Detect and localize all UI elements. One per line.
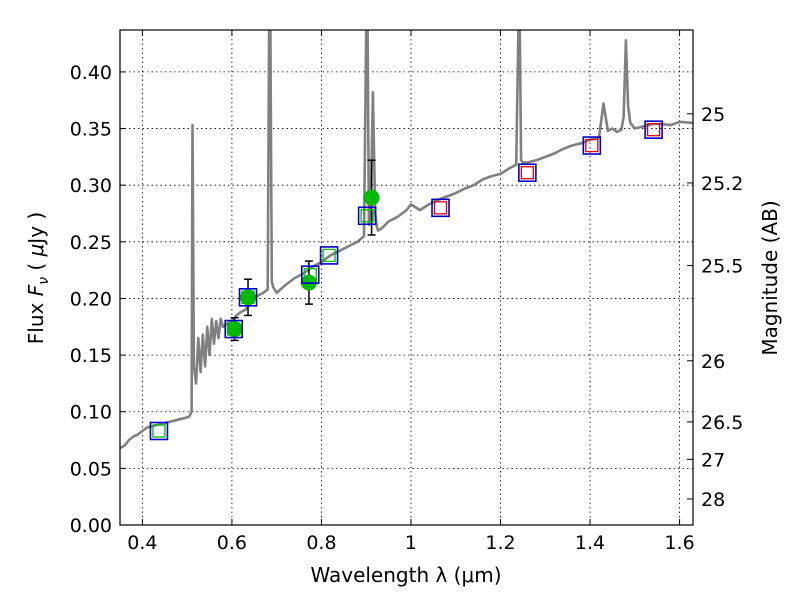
y2-tick-label: 25.5 xyxy=(701,256,743,278)
x-tick-label: 0.4 xyxy=(127,532,157,554)
green-model-square xyxy=(360,209,374,223)
y-tick-label: 0.05 xyxy=(70,458,112,480)
y-tick-label: 0.30 xyxy=(70,175,112,197)
red-model-square xyxy=(520,166,535,180)
red-model-square xyxy=(433,201,448,215)
y2-tick-label: 25.2 xyxy=(701,173,743,195)
plot-frame xyxy=(119,29,694,526)
y-tick-label: 0.00 xyxy=(70,515,112,537)
x-axis-label: Wavelength λ (μm) xyxy=(310,563,501,587)
y-tick-label: 0.35 xyxy=(70,119,112,141)
model-flux-square xyxy=(224,319,244,339)
green-model-square xyxy=(303,268,317,282)
model-flux-square xyxy=(319,246,339,265)
green-model-square xyxy=(227,322,241,336)
y-tick-label: 0.15 xyxy=(70,345,112,367)
red-model-square xyxy=(646,123,661,137)
model-flux-square xyxy=(518,163,537,183)
red-model-square xyxy=(585,138,599,153)
x-tick-label: 1.6 xyxy=(664,532,694,554)
axes: 0.4 0.6 0.8 1 1.2 1.4 1.6 0.00 0.05 0.10 0.15 0.20 0… xyxy=(70,30,743,554)
y-tick-label: 0.20 xyxy=(70,288,112,310)
green-model-square xyxy=(322,248,336,263)
y-axis-label: Flux Fν ( μJy ) xyxy=(24,212,52,344)
measured-flux-point xyxy=(363,189,380,206)
x-tick-label: 1.4 xyxy=(575,532,605,554)
measured-flux-point xyxy=(226,321,243,338)
model-flux-square xyxy=(300,265,320,284)
y2-tick-label: 28 xyxy=(701,489,725,511)
model-flux-square xyxy=(644,120,663,139)
measured-flux-point xyxy=(240,289,257,306)
x-tick-label: 0.8 xyxy=(306,532,336,554)
y2-tick-label: 26.5 xyxy=(701,412,743,434)
spectrum-line xyxy=(120,30,693,450)
y-tick-label: 0.25 xyxy=(70,232,112,254)
x-tick-label: 0.6 xyxy=(217,532,247,554)
y-tick-label: 0.10 xyxy=(70,402,112,424)
model-flux-square xyxy=(582,136,602,155)
data-layer xyxy=(120,30,693,450)
x-tick-label: 1 xyxy=(405,532,417,554)
y-tick-label: 0.40 xyxy=(70,62,112,84)
green-model-square xyxy=(152,424,166,438)
y2-axis-label: Magnitude (AB) xyxy=(758,200,782,355)
model-flux-square xyxy=(431,198,450,218)
x-tick-label: 1.2 xyxy=(485,532,515,554)
model-flux-square xyxy=(149,421,169,441)
green-model-square xyxy=(241,290,255,304)
y2-tick-label: 26 xyxy=(701,351,725,373)
plot-background xyxy=(120,30,693,525)
y2-tick-label: 25 xyxy=(701,104,725,126)
y2-tick-label: 27 xyxy=(701,449,725,471)
model-flux-square xyxy=(357,206,377,226)
model-flux-square xyxy=(238,288,258,307)
